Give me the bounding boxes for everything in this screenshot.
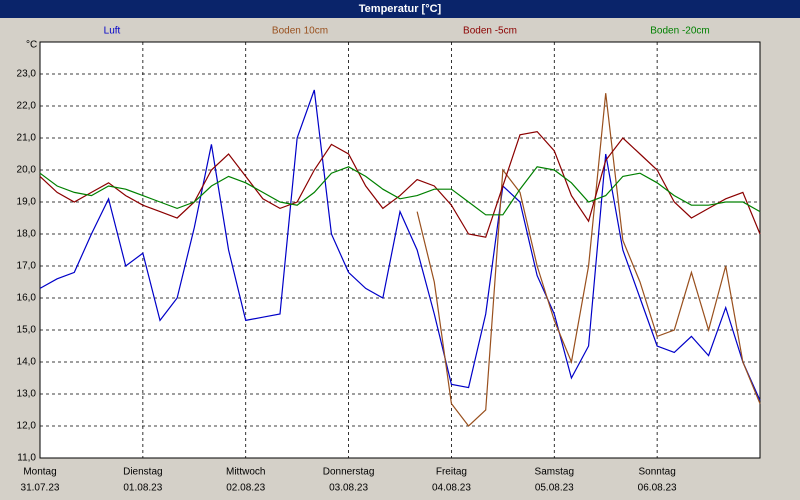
x-tick-label: Sonntag bbox=[639, 467, 676, 478]
y-tick-label: 20,0 bbox=[17, 165, 37, 176]
y-tick-label: 14,0 bbox=[17, 357, 37, 368]
series-line bbox=[39, 166, 761, 216]
chart-title: Temperatur [°C] bbox=[359, 3, 442, 15]
y-tick-label: 21,0 bbox=[17, 133, 37, 144]
y-tick-label: 11,0 bbox=[17, 453, 36, 464]
x-tick-date: 31.07.23 bbox=[21, 483, 60, 494]
y-tick-label: 18,0 bbox=[17, 229, 37, 240]
legend-entry: Boden -5cm bbox=[463, 26, 517, 37]
y-tick-label: 12,0 bbox=[17, 421, 37, 432]
y-tick-label: 16,0 bbox=[17, 293, 37, 304]
x-tick-date: 02.08.23 bbox=[226, 483, 265, 494]
x-tick-label: Mittwoch bbox=[226, 467, 265, 478]
x-tick-date: 03.08.23 bbox=[329, 483, 368, 494]
y-unit: °C bbox=[26, 40, 37, 51]
series-line bbox=[39, 130, 761, 238]
x-tick-label: Freitag bbox=[436, 467, 467, 478]
title-bar bbox=[0, 0, 800, 18]
x-tick-date: 01.08.23 bbox=[123, 483, 162, 494]
series-line bbox=[39, 89, 761, 401]
x-tick-label: Dienstag bbox=[123, 467, 162, 478]
series-line bbox=[416, 93, 761, 427]
y-tick-label: 15,0 bbox=[17, 325, 37, 336]
x-tick-date: 04.08.23 bbox=[432, 483, 471, 494]
x-tick-date: 06.08.23 bbox=[638, 483, 677, 494]
y-tick-label: 13,0 bbox=[17, 389, 37, 400]
y-tick-label: 23,0 bbox=[17, 69, 37, 80]
x-tick-label: Samstag bbox=[535, 467, 574, 478]
y-tick-label: 22,0 bbox=[17, 101, 37, 112]
y-tick-label: 17,0 bbox=[17, 261, 37, 272]
plot-area bbox=[39, 41, 761, 459]
x-tick-date: 05.08.23 bbox=[535, 483, 574, 494]
legend-entry: Boden -20cm bbox=[650, 26, 709, 37]
x-tick-label: Montag bbox=[23, 467, 56, 478]
legend-entry: Boden 10cm bbox=[272, 26, 328, 37]
legend-entry: Luft bbox=[104, 26, 121, 37]
y-tick-label: 19,0 bbox=[17, 197, 37, 208]
x-tick-label: Donnerstag bbox=[323, 467, 375, 478]
